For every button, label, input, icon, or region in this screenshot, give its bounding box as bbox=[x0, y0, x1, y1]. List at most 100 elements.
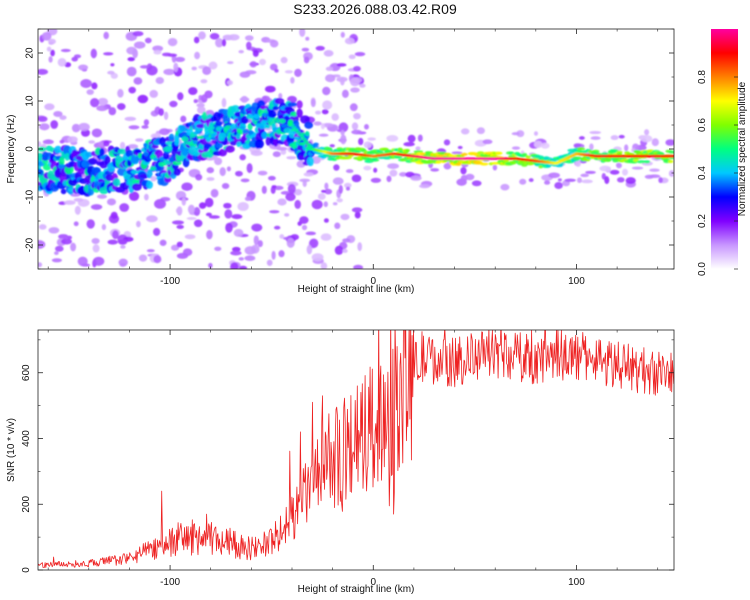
spectrogram-noise-blob bbox=[193, 207, 201, 216]
spectrogram-ridge-blob bbox=[113, 178, 121, 187]
spectrogram-ridge-blob bbox=[88, 158, 98, 165]
spectrogram-noise-blob bbox=[345, 169, 354, 174]
spectrogram-noise-blob bbox=[133, 41, 146, 49]
spectrogram-noise-blob bbox=[511, 146, 521, 150]
spectrogram-noise-blob bbox=[206, 177, 215, 181]
spectrogram-blobs bbox=[38, 29, 674, 269]
spectrogram-noise-blob bbox=[153, 49, 162, 55]
spectrogram-noise-blob bbox=[174, 56, 186, 62]
snr-y-tick-labels: 0 200 400 600 bbox=[21, 364, 32, 573]
spectrogram-noise-blob bbox=[359, 83, 366, 88]
spectrogram-noise-blob bbox=[176, 224, 184, 229]
spectrogram-noise-blob bbox=[269, 39, 279, 48]
x-tick-label: 0 bbox=[370, 276, 376, 287]
spectrogram-noise-blob bbox=[230, 262, 239, 269]
spectrogram-noise-blob bbox=[238, 257, 245, 261]
spectrogram-noise-blob bbox=[169, 100, 178, 108]
snr-panel: -100 0 100 0 200 400 600 Height of straight l… bbox=[6, 329, 675, 595]
y-tick-label: 20 bbox=[25, 47, 36, 59]
spectrogram-ridge-blob bbox=[173, 168, 181, 176]
spectrogram-noise-blob bbox=[238, 50, 244, 54]
spectrogram-ridge-blob bbox=[59, 156, 65, 167]
spectrogram-frame bbox=[37, 28, 675, 270]
spectrogram-noise-blob bbox=[208, 61, 218, 70]
spectrogram-noise-blob bbox=[71, 123, 81, 133]
spectrogram-hot-spot bbox=[206, 136, 212, 143]
spectrogram-noise-blob bbox=[313, 121, 322, 126]
spectrogram-noise-blob bbox=[631, 166, 644, 170]
spectrogram-noise-blob bbox=[609, 169, 620, 175]
spectrogram-ridge-core bbox=[297, 133, 303, 137]
spectrogram-noise-blob bbox=[303, 56, 310, 64]
spectrogram-noise-blob bbox=[317, 193, 326, 200]
spectrogram-ridge-blob bbox=[117, 148, 127, 155]
spectrogram-ridge-blob bbox=[290, 111, 298, 117]
spectrogram-noise-blob bbox=[103, 31, 109, 40]
spectrogram-noise-blob bbox=[296, 100, 303, 109]
snr-ticks bbox=[38, 330, 674, 571]
spectrogram-noise-blob bbox=[88, 140, 96, 144]
spectrogram-ridge-blob bbox=[576, 149, 583, 153]
spectrogram-ridge-core bbox=[671, 154, 674, 158]
spectrogram-ridge-blob bbox=[162, 151, 170, 160]
spectrogram-noise-blob bbox=[161, 52, 172, 57]
spectrogram-noise-blob bbox=[310, 98, 316, 108]
spectrogram-ridge-blob bbox=[179, 127, 189, 132]
spectrogram-noise-blob bbox=[342, 238, 351, 243]
spectrogram-ridge-core bbox=[305, 142, 311, 146]
spectrogram-noise-blob bbox=[301, 224, 308, 231]
snr-x-axis-label: Height of straight line (km) bbox=[298, 584, 415, 595]
spectrogram-noise-blob bbox=[237, 201, 249, 212]
spectrogram-noise-blob bbox=[332, 177, 344, 185]
spectrogram-noise-blob bbox=[132, 31, 144, 37]
spectrogram-noise-blob bbox=[415, 146, 421, 151]
spectrogram-noise-blob bbox=[342, 248, 348, 253]
spectrogram-noise-blob bbox=[417, 134, 423, 142]
spectrogram-noise-blob bbox=[97, 97, 109, 106]
spectrogram-ridge-blob bbox=[130, 170, 140, 175]
spectrogram-ridge-blob bbox=[545, 164, 551, 168]
spectrogram-ridge-blob bbox=[87, 187, 95, 196]
spectrogram-noise-blob bbox=[251, 223, 263, 232]
spectrogram-ridge-blob bbox=[491, 161, 499, 166]
spectrogram-noise-blob bbox=[280, 56, 288, 64]
spectrogram-noise-blob bbox=[213, 155, 218, 161]
spectrogram-noise-blob bbox=[386, 175, 392, 183]
spectrogram-noise-blob bbox=[208, 262, 213, 269]
spectrogram-noise-blob bbox=[92, 244, 100, 253]
spectrogram-noise-blob bbox=[618, 134, 625, 139]
spectrogram-noise-blob bbox=[321, 189, 327, 193]
spectrogram-noise-blob bbox=[533, 140, 543, 149]
spectrogram-ridge-blob bbox=[151, 144, 159, 149]
spectrogram-noise-blob bbox=[386, 135, 399, 142]
x-tick-label: 100 bbox=[568, 577, 585, 588]
spectrogram-noise-blob bbox=[285, 192, 296, 202]
spectrogram-noise-blob bbox=[38, 141, 42, 147]
spectrogram-noise-blob bbox=[610, 135, 619, 141]
spectrogram-noise-blob bbox=[193, 219, 203, 228]
spectrogram-noise-blob bbox=[159, 128, 170, 136]
spectrogram-hot-spot bbox=[253, 113, 260, 119]
spectrogram-noise-blob bbox=[273, 225, 281, 230]
spectrogram-x-axis-label: Height of straight line (km) bbox=[298, 284, 415, 295]
spectrogram-noise-blob bbox=[278, 250, 285, 258]
spectrogram-noise-blob bbox=[117, 88, 124, 98]
spectrogram-noise-blob bbox=[323, 201, 328, 208]
spectrogram-noise-blob bbox=[460, 166, 467, 175]
spectrogram-ridge-blob bbox=[168, 133, 175, 141]
spectrogram-hot-spot bbox=[193, 131, 201, 135]
spectrogram-noise-blob bbox=[208, 215, 220, 219]
spectrogram-ridge-blob bbox=[342, 156, 352, 160]
spectrogram-noise-blob bbox=[329, 144, 335, 148]
spectrogram-noise-blob bbox=[322, 86, 331, 96]
spectrogram-noise-blob bbox=[625, 177, 636, 185]
spectrogram-noise-blob bbox=[153, 255, 162, 264]
spectrogram-noise-blob bbox=[323, 218, 329, 223]
colorbar-tick-label: 0.4 bbox=[697, 166, 708, 180]
colorbar-tick-label: 0.2 bbox=[697, 214, 708, 228]
spectrogram-noise-blob bbox=[244, 246, 256, 255]
spectrogram-ridge-blob bbox=[448, 153, 455, 157]
spectrogram-noise-blob bbox=[214, 246, 222, 251]
spectrogram-noise-blob bbox=[233, 228, 244, 237]
